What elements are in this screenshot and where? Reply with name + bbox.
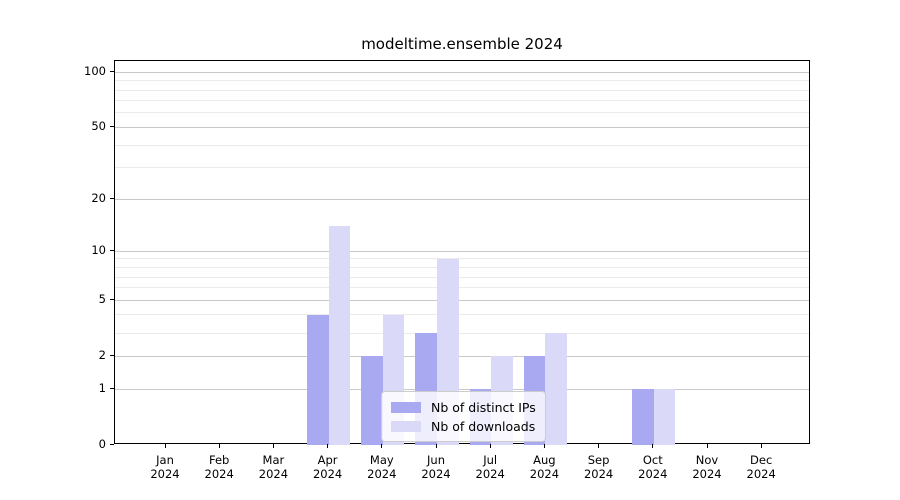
y-tick-mark [110,125,114,128]
gridline-minor [115,258,809,260]
y-tick-label: 50 [91,119,106,134]
x-tick-label: Jun 2024 [421,453,451,481]
x-tick-label: Dec 2024 [746,453,776,481]
y-tick-mark [110,443,114,445]
gridline-minor [115,267,809,268]
x-tick-mark [706,444,708,448]
legend-label-downloads: Nb of downloads [431,418,536,434]
bar-distinct-ips [632,389,654,445]
gridline-major [115,250,809,252]
bar-distinct-ips [361,356,383,445]
bar-distinct-ips [306,314,329,445]
x-tick-mark [435,444,437,448]
legend-item-downloads: Nb of downloads [391,417,536,435]
y-tick-mark [110,197,114,199]
gridline-minor [115,100,809,102]
x-tick-label: Sep 2024 [583,453,614,481]
gridline-minor [115,332,809,334]
y-tick-label: 20 [91,191,106,206]
gridline-minor [115,80,809,82]
gridlines-layer [115,61,809,443]
y-tick-mark [110,387,114,389]
y-tick-mark [110,298,114,300]
x-tick-label: Oct 2024 [638,453,668,481]
gridline-major [115,198,809,200]
bar-downloads [545,333,568,445]
gridline-minor [115,276,809,278]
x-tick-mark [489,444,491,448]
x-tick-mark [381,444,383,448]
x-tick-label: Aug 2024 [529,453,560,481]
gridline-minor [115,287,809,289]
gridline-major [115,355,809,357]
gridline-major [115,126,809,128]
gridline-major [115,71,809,73]
legend-swatch-distinct-ips [391,401,421,413]
y-tick-mark [110,249,114,251]
gridline-major [115,388,809,390]
y-tick-mark [110,354,114,356]
legend: Nb of distinct IPs Nb of downloads [381,391,546,442]
y-tick-label: 2 [98,348,106,363]
x-tick-mark [164,444,166,448]
gridline-minor [115,144,809,146]
bar-downloads [328,226,351,445]
gridline-minor [115,167,809,169]
x-tick-label: May 2024 [367,453,397,481]
x-tick-mark [760,444,762,448]
x-tick-mark [598,444,600,448]
y-tick-label: 0 [98,437,106,451]
y-tick-label: 10 [91,243,106,258]
x-tick-label: Jul 2024 [475,453,505,481]
bar-downloads [653,389,676,445]
gridline-minor [115,89,809,91]
bars-layer [115,61,809,445]
x-tick-label: Jan 2024 [150,453,180,481]
gridline-major [115,299,809,301]
x-tick-mark [272,444,275,448]
legend-item-distinct-ips: Nb of distinct IPs [391,398,536,416]
gridline-minor [115,112,809,114]
x-tick-label: Feb 2024 [204,453,234,481]
x-tick-mark [652,444,654,448]
legend-label-distinct-ips: Nb of distinct IPs [431,399,536,415]
legend-swatch-downloads [391,420,421,432]
plot-area: Nb of distinct IPs Nb of downloads [114,60,810,445]
y-tick-mark [110,70,114,72]
gridline-minor [115,314,809,316]
x-tick-label: Mar 2024 [258,453,289,481]
chart-title: modeltime.ensemble 2024 [361,35,563,53]
x-tick-mark [218,444,220,448]
y-tick-label: 5 [98,292,106,307]
x-tick-label: Nov 2024 [692,453,722,481]
x-tick-mark [543,444,546,448]
x-tick-label: Apr 2024 [312,453,343,481]
y-tick-label: 100 [84,64,106,79]
y-tick-label: 1 [98,381,106,395]
x-tick-mark [327,444,329,448]
